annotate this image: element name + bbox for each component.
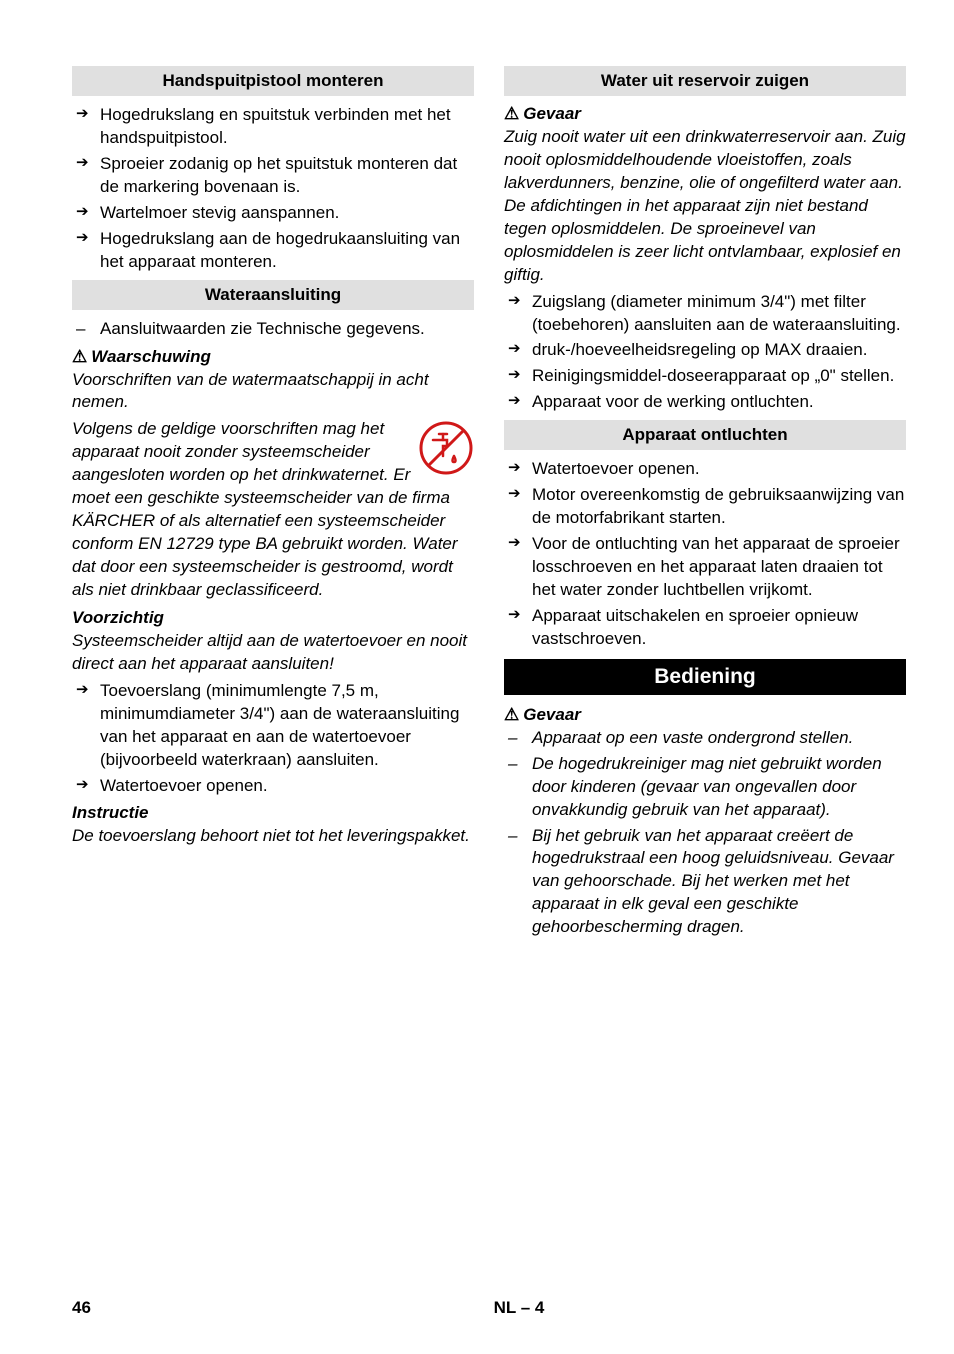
page-number: 46 (72, 1298, 132, 1318)
heading-instructie: Instructie (72, 803, 474, 823)
heading-gevaar: ⚠Gevaar (504, 104, 906, 124)
list-item: Aansluitwaarden zie Technische gegevens. (72, 318, 474, 341)
instructie-text: De toevoerslang behoort niet tot het lev… (72, 825, 474, 848)
gevaar-text: Zuig nooit water uit een drinkwaterreser… (504, 126, 906, 287)
warning-text: Volgens de geldige voorschriften mag het… (72, 418, 474, 602)
list-item: Apparaat voor de werking ontluchten. (504, 391, 906, 414)
heading-waarschuwing: ⚠Waarschuwing (72, 347, 474, 367)
section-title-ontluchten: Apparaat ontluchten (504, 420, 906, 450)
heading-gevaar-2: ⚠Gevaar (504, 705, 906, 725)
section-title-handspuit: Handspuitpistool monteren (72, 66, 474, 96)
list-bediening-gevaar: Apparaat op een vaste ondergrond stellen… (504, 727, 906, 939)
caution-text: Systeemscheider altijd aan de watertoevo… (72, 630, 474, 676)
list-item: Apparaat op een vaste ondergrond stellen… (504, 727, 906, 750)
warning-text: Voorschriften van de watermaatschappij i… (72, 369, 474, 415)
list-item: Wartelmoer stevig aanspannen. (72, 202, 474, 225)
list-item: Watertoevoer openen. (72, 775, 474, 798)
heading-voorzichtig: Voorzichtig (72, 608, 474, 628)
list-item: Toevoerslang (minimumlengte 7,5 m, minim… (72, 680, 474, 772)
list-item: Watertoevoer openen. (504, 458, 906, 481)
section-title-wateraansluiting: Wateraansluiting (72, 280, 474, 310)
section-title-reservoir: Water uit reservoir zuigen (504, 66, 906, 96)
list-handspuit: Hogedrukslang en spuitstuk verbinden met… (72, 104, 474, 274)
list-wateraansluiting: Toevoerslang (minimumlengte 7,5 m, minim… (72, 680, 474, 798)
warning-icon: ⚠ (504, 104, 519, 123)
list-item: Hogedrukslang en spuitstuk verbinden met… (72, 104, 474, 150)
list-aansluitwaarden: Aansluitwaarden zie Technische gegevens. (72, 318, 474, 341)
list-item: Bij het gebruik van het apparaat creëert… (504, 825, 906, 940)
page-footer: 46 NL – 4 (72, 1298, 906, 1318)
list-item: Zuigslang (diameter minimum 3/4") met fi… (504, 291, 906, 337)
section-title-bediening: Bediening (504, 659, 906, 695)
list-item: Motor overeenkomstig de gebruiksaanwijzi… (504, 484, 906, 530)
warning-icon: ⚠ (72, 347, 87, 366)
no-drinkwater-icon (418, 420, 474, 481)
list-item: Reinigingsmiddel-doseerapparaat op „0" s… (504, 365, 906, 388)
list-item: De hogedrukreiniger mag niet gebruikt wo… (504, 753, 906, 822)
list-item: Apparaat uitschakelen en sproeier opnieu… (504, 605, 906, 651)
footer-center: NL – 4 (132, 1298, 906, 1318)
list-item: Hogedrukslang aan de hogedrukaansluiting… (72, 228, 474, 274)
list-item: Sproeier zodanig op het spuitstuk monter… (72, 153, 474, 199)
list-item: Voor de ontluchting van het apparaat de … (504, 533, 906, 602)
list-reservoir: Zuigslang (diameter minimum 3/4") met fi… (504, 291, 906, 415)
warning-icon: ⚠ (504, 705, 519, 724)
list-ontluchten: Watertoevoer openen. Motor overeenkomsti… (504, 458, 906, 651)
list-item: druk-/hoeveelheidsregeling op MAX draaie… (504, 339, 906, 362)
